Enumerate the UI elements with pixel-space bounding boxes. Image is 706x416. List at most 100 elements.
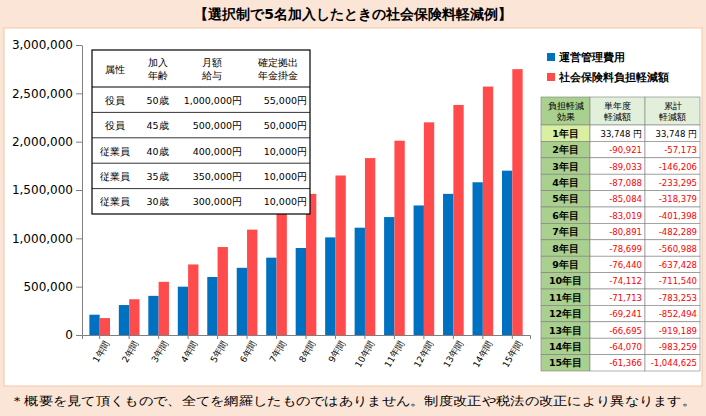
x-tick-label: 8年間 [297,339,318,365]
table-cell-bg [645,207,700,223]
table-cell: -983,259 [659,342,697,352]
bar [100,318,110,335]
legend-label: 社会保険料負担軽減額 [558,71,669,84]
x-tick: 5年間 [209,335,230,364]
table-cell-bg [590,191,645,207]
table-cell: 9年目 [552,259,579,270]
bar [335,176,345,336]
table-cell-bg [541,174,590,190]
y-tick-label: 0 [65,328,73,342]
table-cell: 300,000円 [193,196,242,207]
table-cell-bg [541,191,590,207]
table-cell-bg [541,158,590,174]
table-rule [92,112,310,113]
chart-svg: 【選択制で5名加入したときの社会保険料軽減例】0500,0001,000,000… [0,0,706,416]
table-cell: 2年目 [552,144,579,155]
y-tick: 500,000 [23,280,82,294]
x-tick-mark [482,335,483,339]
table-cell: -783,253 [659,293,697,303]
y-tick: 2,500,000 [12,87,82,101]
table-cell: 50,000円 [264,120,307,131]
x-tick-mark [247,335,248,339]
table-cell-bg [590,289,645,305]
x-tick: 6年間 [238,335,259,364]
bar [365,158,375,335]
bar [306,194,316,335]
table-header: 加入 [148,57,168,68]
table-cell: 50歳 [146,95,168,106]
bar [296,248,306,335]
bar [188,264,198,335]
table-cell-bg [541,273,590,289]
x-tick-label: 10年間 [353,339,376,370]
x-tick: 11年間 [383,335,406,369]
bar [512,69,522,335]
legend: 運営管理費用社会保険料負担軽減額 [547,51,669,84]
y-tick-label: 1,500,000 [12,183,73,197]
bar [129,299,139,335]
table-cell-bg [645,322,700,338]
bar [394,141,404,335]
x-tick-mark [99,335,100,339]
y-tick: 2,000,000 [12,135,82,149]
table-cell: 40歳 [146,146,168,157]
x-tick-label: 1年間 [91,339,112,365]
bar [247,230,257,335]
x-tick-mark [158,335,159,339]
table-rule [92,163,310,164]
table-cell: 10,000円 [264,146,307,157]
bar [207,277,217,335]
table-cell-bg [541,125,590,141]
table-cell: 3年目 [552,161,579,172]
x-tick-mark [217,335,218,339]
table-frame [92,50,310,214]
x-tick-mark [453,335,454,339]
table-cell: -64,070 [609,342,642,352]
table-rule [92,86,310,87]
y-tick-label: 2,500,000 [12,87,73,101]
y-axis-line [82,46,83,336]
table-cell: -83,019 [609,211,642,221]
x-tick-label: 11年間 [383,339,406,370]
series-bars [89,171,512,335]
table-cell: -85,084 [609,194,642,204]
table-header-cell [541,97,590,125]
table-cell: 55,000円 [264,95,307,106]
table-cell-bg [645,338,700,354]
table-header: 給与 [201,70,222,81]
y-tick-mark [76,190,82,191]
footnote: ＊概要を見て頂くもので、全てを網羅したものではありません。制度改正や税法の改正に… [10,394,696,408]
bar [266,258,276,335]
bar [502,171,512,335]
table-cell: 350,000円 [193,171,242,182]
table-cell: 従業員 [100,146,130,157]
chart-title: 【選択制で5名加入したときの社会保険料軽減例】 [194,6,512,22]
chart-root: 【選択制で5名加入したときの社会保険料軽減例】0500,0001,000,000… [0,0,706,416]
table-cell-bg [645,191,700,207]
x-tick-mark [276,335,277,339]
table-cell: -711,540 [659,276,697,286]
table-cell-bg [645,305,700,321]
x-tick: 8年間 [297,335,318,364]
table-header: 累計 [664,101,682,111]
bar [483,87,493,335]
x-tick-mark [129,335,130,339]
table-header: 負担軽減 [548,101,584,111]
x-tick-label: 3年間 [150,339,171,365]
table-cell: 8年目 [552,243,579,254]
x-tick-mark [364,335,365,339]
table-cell: -233,295 [659,178,697,188]
y-tick-mark [76,238,82,239]
table-cell-bg [541,207,590,223]
table-cell: -57,173 [664,145,697,155]
table-cell: 5年目 [552,193,579,204]
x-tick: 14年間 [471,335,494,369]
table-cell-bg [541,289,590,305]
table-cell-bg [645,289,700,305]
x-tick-mark [335,335,336,339]
table-cell-bg [645,355,700,371]
table-cell: 15年目 [549,357,582,368]
table-cell: -482,289 [659,227,697,237]
y-tick-mark [76,93,82,94]
x-tick: 2年間 [120,335,141,364]
